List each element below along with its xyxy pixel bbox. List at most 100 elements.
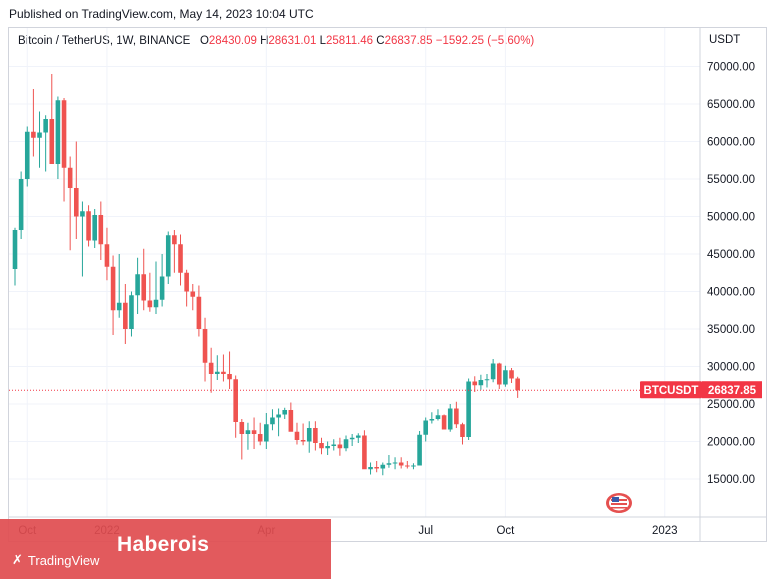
candle-body bbox=[380, 464, 386, 469]
y-tick-label: 55000.00 bbox=[707, 174, 755, 186]
y-tick-label: 45000.00 bbox=[707, 249, 755, 261]
candle-body bbox=[104, 244, 110, 267]
price-tag-bg bbox=[702, 381, 762, 399]
candle-body bbox=[202, 329, 208, 363]
candle-body bbox=[484, 379, 490, 381]
candle-body bbox=[368, 467, 373, 470]
candle-body bbox=[325, 446, 330, 449]
candle-body bbox=[392, 462, 398, 464]
candle-body bbox=[288, 410, 294, 432]
candle-body bbox=[386, 463, 392, 465]
symbol-tag-label: BTCUSDT bbox=[644, 385, 699, 397]
candle-body bbox=[98, 215, 104, 245]
low-label: L bbox=[319, 35, 326, 47]
candle-body bbox=[282, 410, 288, 415]
candle-body bbox=[43, 119, 48, 133]
candle-body bbox=[423, 420, 429, 435]
candle-body bbox=[343, 439, 349, 449]
tradingview-logo-text: TradingView bbox=[27, 552, 100, 568]
symbol-name: Bitcoin / TetherUS, 1W, BINANCE bbox=[18, 35, 191, 47]
us-flag-icon bbox=[605, 492, 633, 514]
candle-body bbox=[460, 424, 465, 437]
candle-body bbox=[294, 431, 300, 440]
open-label: O bbox=[199, 35, 209, 47]
close-label: C bbox=[376, 35, 385, 47]
candle-body bbox=[18, 179, 24, 230]
y-tick-label: 30000.00 bbox=[707, 362, 755, 374]
candle-body bbox=[405, 465, 410, 467]
candle-body bbox=[490, 363, 496, 380]
high-label: H bbox=[260, 35, 269, 47]
y-tick-label: 65000.00 bbox=[707, 99, 755, 111]
candle-body bbox=[80, 211, 85, 217]
candle-body bbox=[214, 371, 220, 374]
candle-body bbox=[478, 380, 484, 386]
candle-body bbox=[441, 415, 447, 430]
candle-body bbox=[208, 362, 214, 374]
brand-name: Haberois bbox=[117, 533, 210, 556]
candle-body bbox=[472, 381, 478, 386]
y-tick-label: 40000.00 bbox=[707, 287, 755, 299]
y-tick-label: 60000.00 bbox=[707, 137, 755, 149]
y-tick-label: 50000.00 bbox=[707, 212, 755, 224]
candle-body bbox=[319, 443, 324, 449]
candle-body bbox=[110, 266, 116, 311]
candle-body bbox=[349, 437, 355, 440]
candle-body bbox=[227, 374, 232, 380]
candle-body bbox=[417, 434, 422, 466]
candle-body bbox=[196, 296, 202, 329]
tradingview-logo: ✗ TradingView bbox=[12, 552, 99, 568]
candle-body bbox=[245, 430, 251, 434]
y-tick-label: 35000.00 bbox=[707, 324, 755, 336]
candle-body bbox=[264, 424, 269, 442]
candle-body bbox=[276, 414, 281, 418]
candle-body bbox=[239, 422, 245, 434]
candle-body bbox=[331, 444, 337, 446]
open-value: 28430.09 bbox=[208, 35, 257, 47]
candle-body bbox=[251, 430, 257, 434]
candle-body bbox=[447, 408, 453, 430]
candle-body bbox=[74, 188, 79, 217]
candle-body bbox=[92, 215, 97, 241]
candle-body bbox=[270, 417, 275, 425]
y-tick-label: 25000.00 bbox=[707, 399, 755, 411]
candle-body bbox=[233, 379, 238, 422]
candle-body bbox=[153, 299, 159, 308]
candle-body bbox=[31, 131, 36, 138]
low-value: 25811.46 bbox=[325, 35, 374, 47]
candle-body bbox=[135, 274, 140, 296]
candle-body bbox=[496, 363, 502, 385]
candle-body bbox=[515, 378, 520, 391]
y-tick-label: 15000.00 bbox=[707, 474, 755, 486]
candle-body bbox=[129, 295, 134, 329]
y-tick-label: 70000.00 bbox=[707, 62, 755, 74]
candle-body bbox=[49, 119, 55, 164]
candle-body bbox=[300, 440, 306, 442]
candle-body bbox=[257, 434, 263, 442]
chart-frame bbox=[8, 27, 767, 542]
candle-body bbox=[67, 167, 73, 188]
candle-body bbox=[429, 419, 435, 421]
close-value: 26837.85 bbox=[384, 35, 433, 47]
price-tag-value: 26837.85 bbox=[708, 385, 757, 397]
candle-body bbox=[190, 291, 196, 297]
candle-body bbox=[178, 244, 183, 273]
x-tick-label: Oct bbox=[496, 525, 515, 537]
candle-body bbox=[411, 465, 416, 467]
y-tick-label: 20000.00 bbox=[707, 437, 755, 449]
x-tick-label: Jul bbox=[418, 525, 433, 537]
symbol-tag-bg bbox=[640, 381, 702, 399]
candle-body bbox=[509, 370, 514, 379]
x-tick-label: 2023 bbox=[652, 525, 678, 537]
candle-body bbox=[24, 131, 30, 179]
candle-body bbox=[313, 428, 318, 443]
candle-body bbox=[123, 302, 128, 329]
candle-body bbox=[306, 428, 312, 442]
candle-body bbox=[116, 302, 122, 311]
published-note: Published on TradingView.com, May 14, 20… bbox=[9, 7, 314, 21]
candle-body bbox=[141, 274, 147, 301]
currency-label: USDT bbox=[709, 34, 741, 46]
change-value: −1592.25 (−5.60%) bbox=[435, 35, 535, 47]
candle-body bbox=[61, 100, 67, 168]
